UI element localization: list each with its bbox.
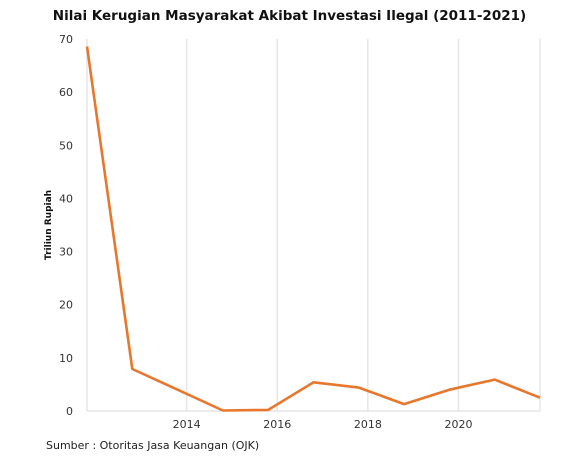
grid-lines bbox=[86, 39, 541, 411]
y-tick-label-10: 10 bbox=[59, 352, 73, 365]
y-tick-label-70: 70 bbox=[59, 33, 73, 46]
y-tick-label-30: 30 bbox=[59, 246, 73, 259]
series-line-0 bbox=[85, 46, 541, 412]
y-tick-label-60: 60 bbox=[59, 86, 73, 99]
x-tick-label-2014: 2014 bbox=[173, 418, 201, 431]
source-note: Sumber : Otoritas Jasa Keuangan (OJK) bbox=[46, 439, 260, 452]
y-tick-label-0: 0 bbox=[66, 405, 73, 418]
x-tick-label-2020: 2020 bbox=[444, 418, 472, 431]
y-tick-label-50: 50 bbox=[59, 139, 73, 152]
y-tick-label-20: 20 bbox=[59, 299, 73, 312]
y-tick-label-40: 40 bbox=[59, 192, 73, 205]
tick-labels: 2014 2016 2018 2020 0 10 20 30 40 50 60 70 bbox=[59, 33, 472, 431]
series-layer bbox=[85, 46, 541, 412]
x-tick-label-2016: 2016 bbox=[263, 418, 291, 431]
x-tick-label-2018: 2018 bbox=[354, 418, 382, 431]
y-axis-label: Triliun Rupiah bbox=[44, 190, 54, 260]
chart-title: Nilai Kerugian Masyarakat Akibat Investa… bbox=[52, 8, 527, 24]
